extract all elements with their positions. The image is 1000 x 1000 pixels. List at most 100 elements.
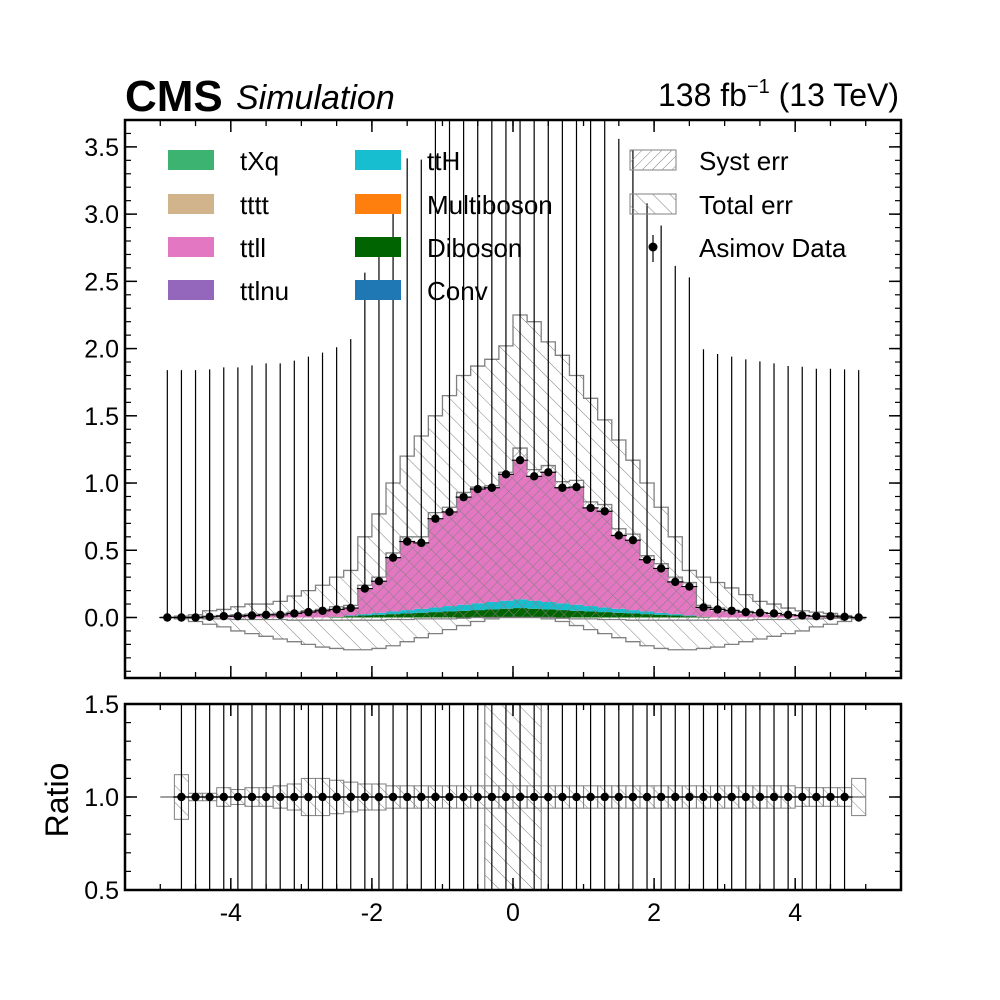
legend-label-asimov-data: Asimov Data (699, 233, 847, 263)
syst-err-bin (442, 507, 457, 619)
y-tick-label: 3.0 (84, 201, 119, 229)
legend-label-tttt: tttt (240, 190, 270, 220)
data-point (163, 613, 172, 622)
legend-swatch-multiboson (355, 194, 401, 214)
data-point (487, 483, 497, 492)
ratio-point (247, 792, 257, 802)
total-err-upper-edge (160, 314, 866, 619)
ratio-point (459, 792, 468, 802)
data-point (346, 603, 355, 613)
y-tick-label: 1.5 (84, 403, 119, 431)
ratio-point (290, 792, 299, 802)
syst-err-bin (470, 487, 485, 618)
data-point (515, 455, 525, 465)
syst-err-bin (456, 492, 471, 619)
legend-label-diboson: Diboson (427, 233, 522, 263)
syst-err-bin (386, 552, 401, 620)
main-plot-area (159, 120, 867, 651)
y-tick-label: 0.0 (84, 604, 119, 632)
ratio-point (191, 792, 200, 802)
data-point (558, 483, 567, 492)
y-tick-label: 1.5 (84, 691, 119, 719)
ratio-point (501, 792, 511, 802)
ratio-point (656, 792, 666, 802)
syst-err-bin (414, 536, 429, 619)
data-point (431, 514, 440, 523)
ratio-point (544, 792, 553, 802)
legend-swatch-conv (355, 280, 401, 300)
syst-err-bin (654, 563, 669, 621)
data-point (247, 611, 257, 620)
ratio-point (417, 792, 426, 802)
data-point (388, 553, 398, 562)
ratio-err-bin (851, 777, 867, 817)
x-tick-label: 2 (647, 899, 661, 927)
data-point (854, 613, 863, 622)
data-point (699, 603, 708, 612)
legend-swatch-txq (168, 150, 214, 170)
ratio-point (261, 792, 271, 802)
legend-label-txq: tXq (240, 146, 279, 176)
legend-swatch-tth (355, 150, 401, 170)
y-tick-label: 3.5 (84, 134, 119, 162)
ratio-point (586, 792, 595, 802)
data-point (671, 577, 680, 587)
ratio-point (205, 792, 214, 802)
ratio-point (671, 792, 680, 802)
syst-err-bin (555, 481, 570, 619)
y-tick-label: 1.0 (84, 784, 119, 812)
data-point (445, 507, 454, 517)
ratio-point (558, 792, 567, 802)
ratio-point (769, 792, 779, 802)
ratio-point (318, 792, 327, 802)
data-point (459, 492, 468, 502)
syst-err-bin (611, 528, 626, 620)
ratio-point (699, 792, 708, 802)
ratio-point (515, 792, 525, 802)
syst-err-bin (668, 577, 683, 621)
syst-err-bin (724, 610, 739, 621)
syst-err-bin (428, 512, 443, 619)
syst-err-bin (583, 501, 598, 619)
data-point (360, 584, 370, 593)
ratio-point (600, 792, 609, 802)
legend-label-conv: Conv (427, 276, 488, 306)
syst-err-bin (527, 469, 542, 618)
syst-err-bin (569, 480, 584, 619)
ratio-point (276, 792, 285, 802)
data-point (755, 608, 765, 617)
data-point (318, 606, 327, 615)
data-point (628, 535, 638, 545)
legend-label-total-err: Total err (699, 190, 793, 220)
legend-swatch-tttt (168, 194, 214, 214)
ratio-point (304, 792, 313, 802)
y-tick-label: 0.5 (84, 877, 119, 905)
ratio-point (840, 792, 849, 802)
data-point (769, 609, 779, 618)
data-point (205, 612, 214, 622)
data-point (177, 613, 186, 622)
data-point (783, 610, 793, 620)
ratio-point (812, 792, 821, 802)
data-point (544, 468, 553, 477)
syst-err-bin (541, 465, 556, 618)
syst-err-bin (357, 585, 372, 621)
lumi-exponent: −1 (747, 76, 770, 98)
data-point (290, 609, 299, 618)
syst-err-bin (513, 448, 528, 618)
data-point (840, 612, 849, 622)
ratio-point (572, 792, 581, 802)
ratio-point (388, 792, 398, 802)
syst-err-bin (597, 504, 612, 620)
legend-swatch-diboson (355, 237, 401, 257)
data-point (417, 538, 426, 548)
ratio-point (529, 792, 539, 802)
legend-label-multiboson: Multiboson (427, 190, 553, 220)
y-tick-label: 2.5 (84, 268, 119, 296)
data-point (685, 582, 694, 591)
data-point (572, 482, 581, 492)
ratio-point (826, 792, 835, 802)
legend-swatch-ttll (168, 237, 214, 257)
ratio-point (332, 792, 341, 802)
data-point (812, 611, 821, 621)
